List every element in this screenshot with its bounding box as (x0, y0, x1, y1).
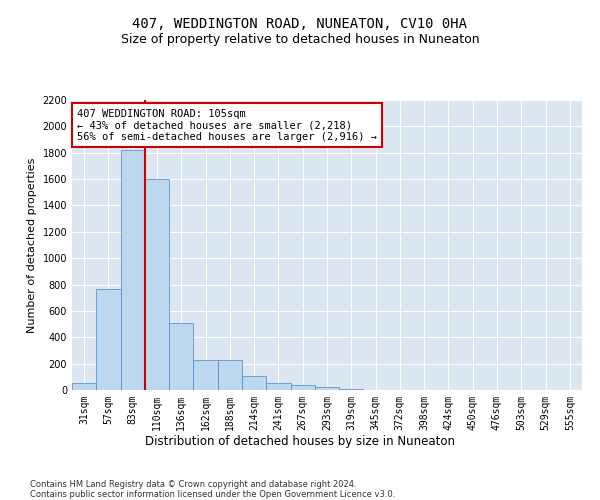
Bar (121, 150, 145, 390)
Y-axis label: Number of detached properties: Number of detached properties (27, 158, 37, 332)
Bar (96, 288, 121, 390)
Text: Distribution of detached houses by size in Nuneaton: Distribution of detached houses by size … (145, 435, 455, 448)
Text: Size of property relative to detached houses in Nuneaton: Size of property relative to detached ho… (121, 32, 479, 46)
Bar (169, 323, 193, 390)
Text: 407, WEDDINGTON ROAD, NUNEATON, CV10 0HA: 407, WEDDINGTON ROAD, NUNEATON, CV10 0HA (133, 18, 467, 32)
Bar (242, 376, 266, 390)
Bar (266, 384, 290, 390)
Bar (193, 360, 218, 390)
Bar (290, 385, 315, 390)
Text: Contains HM Land Registry data © Crown copyright and database right 2024.
Contai: Contains HM Land Registry data © Crown c… (30, 480, 395, 500)
Bar (145, 179, 169, 390)
Bar (218, 360, 242, 390)
Bar (339, 389, 364, 390)
Text: 407 WEDDINGTON ROAD: 105sqm
← 43% of detached houses are smaller (2,218)
56% of : 407 WEDDINGTON ROAD: 105sqm ← 43% of det… (77, 108, 377, 142)
Bar (315, 387, 339, 390)
Bar (72, 383, 96, 390)
